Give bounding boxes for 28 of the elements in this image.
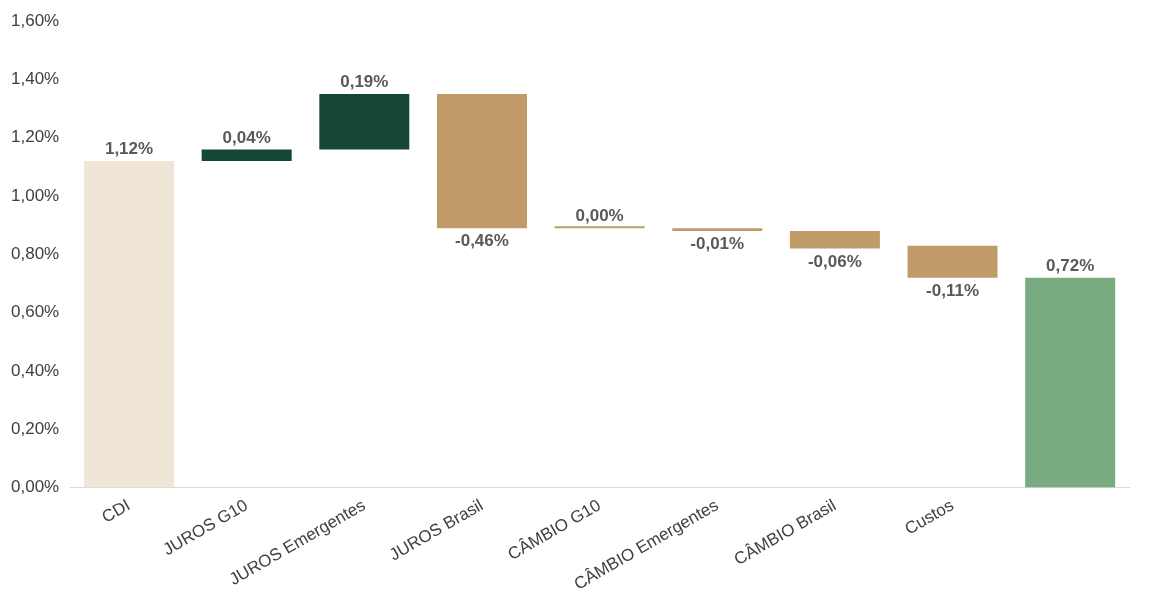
data-label: 0,00%: [575, 206, 624, 226]
bar: [672, 228, 763, 232]
x-tick-label: CDI: [98, 495, 134, 527]
bar: [554, 226, 645, 229]
bar: [789, 231, 880, 249]
data-label: -0,11%: [926, 280, 979, 300]
data-label: -0,06%: [807, 251, 862, 271]
bar: [1025, 277, 1116, 488]
data-label: 0,19%: [340, 72, 389, 92]
data-label: -0,46%: [455, 231, 509, 251]
data-label: 1,12%: [104, 139, 154, 159]
y-tick-label: 1,40%: [11, 69, 60, 89]
bar: [907, 245, 998, 278]
y-tick-label: 1,60%: [11, 10, 60, 30]
bar: [319, 94, 410, 150]
y-tick-label: 1,20%: [11, 127, 60, 147]
bar: [84, 161, 175, 488]
y-tick-label: 0,60%: [11, 302, 60, 322]
data-label: 0,04%: [222, 127, 271, 147]
y-tick-label: 0,00%: [11, 477, 60, 497]
data-label: -0,01%: [690, 234, 745, 254]
y-tick-label: 0,20%: [11, 419, 60, 438]
y-tick-label: 1,00%: [11, 185, 60, 205]
bar: [436, 94, 527, 229]
y-tick-label: 0,80%: [11, 244, 60, 264]
y-tick-label: 0,40%: [11, 360, 60, 380]
data-label: 0,72%: [1046, 255, 1095, 275]
bar: [201, 149, 292, 162]
